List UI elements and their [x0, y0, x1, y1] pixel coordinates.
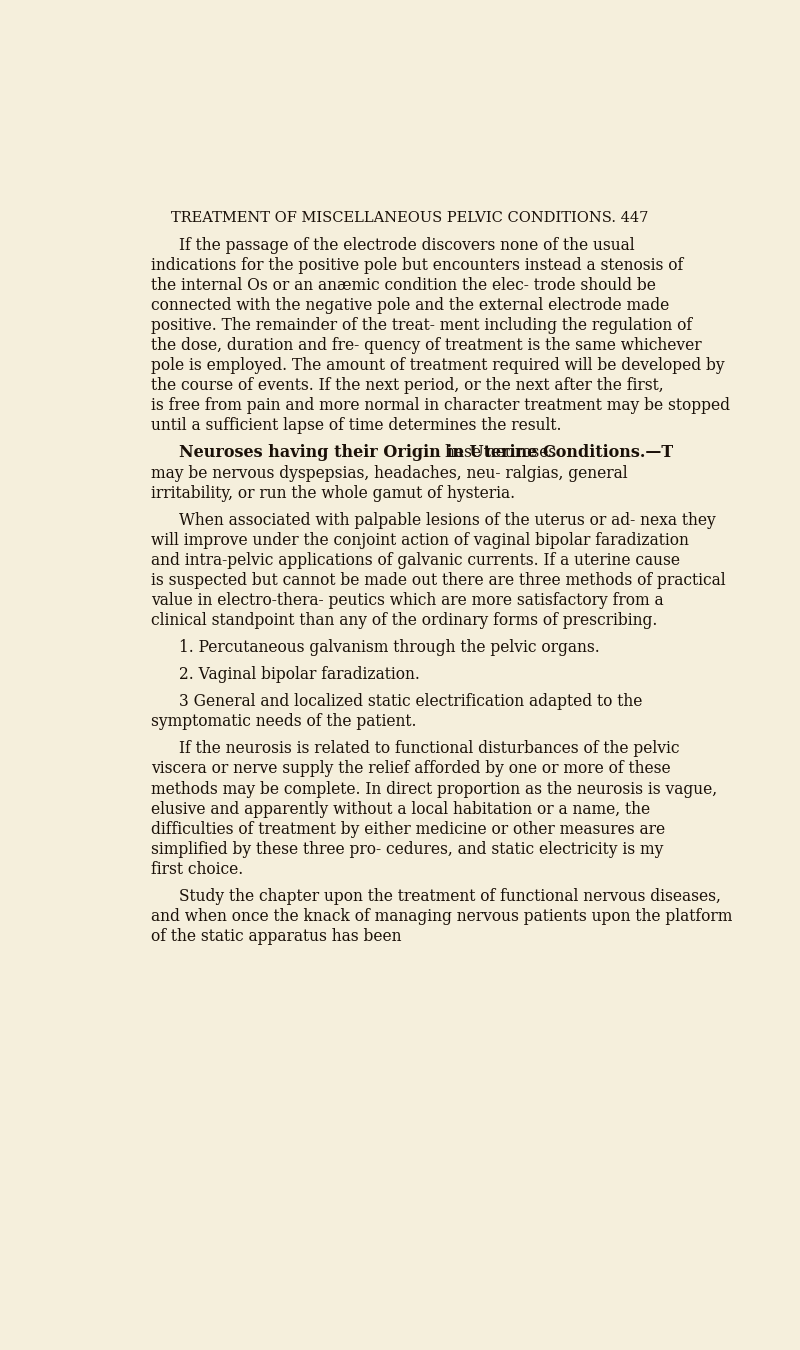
Text: the course of events. If the next period, or the next after the first,: the course of events. If the next period… — [151, 377, 663, 394]
Text: the internal Os or an anæmic condition the elec­ trode should be: the internal Os or an anæmic condition t… — [151, 277, 656, 294]
Text: simplified by these three pro­ cedures, and static electricity is my: simplified by these three pro­ cedures, … — [151, 841, 663, 857]
Text: Neuroses having their Origin in Uterine Conditions.—T: Neuroses having their Origin in Uterine … — [178, 444, 673, 462]
Text: the dose, duration and fre­ quency of treatment is the same whichever: the dose, duration and fre­ quency of tr… — [151, 338, 702, 354]
Text: clinical standpoint than any of the ordinary forms of prescribing.: clinical standpoint than any of the ordi… — [151, 612, 658, 629]
Text: If the neurosis is related to functional disturbances of the pelvic: If the neurosis is related to functional… — [178, 740, 679, 757]
Text: viscera or nerve supply the relief afforded by one or more of these: viscera or nerve supply the relief affor… — [151, 760, 670, 778]
Text: first choice.: first choice. — [151, 861, 243, 878]
Text: is suspected but cannot be made out there are three methods of practical: is suspected but cannot be made out ther… — [151, 572, 726, 589]
Text: connected with the negative pole and the external electrode made: connected with the negative pole and the… — [151, 297, 669, 315]
Text: is free from pain and more normal in character treatment may be stopped: is free from pain and more normal in cha… — [151, 397, 730, 414]
Text: 1. Percutaneous galvanism through the pelvic organs.: 1. Percutaneous galvanism through the pe… — [178, 639, 599, 656]
Text: and when once the knack of managing nervous patients upon the platform: and when once the knack of managing nerv… — [151, 909, 732, 925]
Text: hese neuroses: hese neuroses — [446, 444, 557, 462]
Text: pole is employed. The amount of treatment required will be developed by: pole is employed. The amount of treatmen… — [151, 358, 725, 374]
Text: until a sufficient lapse of time determines the result.: until a sufficient lapse of time determi… — [151, 417, 562, 435]
Text: When associated with palpable lesions of the uterus or ad­ nexa they: When associated with palpable lesions of… — [178, 512, 715, 529]
Text: indications for the positive pole but encounters instead a stenosis of: indications for the positive pole but en… — [151, 256, 683, 274]
Text: Study the chapter upon the treatment of functional nervous diseases,: Study the chapter upon the treatment of … — [178, 888, 721, 905]
Text: positive. The remainder of the treat­ ment including the regulation of: positive. The remainder of the treat­ me… — [151, 317, 692, 333]
Text: If the passage of the electrode discovers none of the usual: If the passage of the electrode discover… — [178, 236, 634, 254]
Text: methods may be complete. In direct proportion as the neurosis is vague,: methods may be complete. In direct propo… — [151, 780, 717, 798]
Text: difficulties of treatment by either medicine or other measures are: difficulties of treatment by either medi… — [151, 821, 665, 837]
Text: 2. Vaginal bipolar faradization.: 2. Vaginal bipolar faradization. — [178, 666, 420, 683]
Text: and intra-pelvic applications of galvanic currents. If a uterine cause: and intra-pelvic applications of galvani… — [151, 552, 680, 568]
Text: value in electro-thera­ peutics which are more satisfactory from a: value in electro-thera­ peutics which ar… — [151, 591, 663, 609]
Text: may be nervous dyspepsias, headaches, neu­ ralgias, general: may be nervous dyspepsias, headaches, ne… — [151, 464, 627, 482]
Text: irritability, or run the whole gamut of hysteria.: irritability, or run the whole gamut of … — [151, 485, 515, 502]
Text: TREATMENT OF MISCELLANEOUS PELVIC CONDITIONS. 447: TREATMENT OF MISCELLANEOUS PELVIC CONDIT… — [171, 211, 649, 225]
Text: of the static apparatus has been: of the static apparatus has been — [151, 927, 402, 945]
Text: symptomatic needs of the patient.: symptomatic needs of the patient. — [151, 713, 416, 730]
Text: will improve under the conjoint action of vaginal bipolar faradization: will improve under the conjoint action o… — [151, 532, 689, 548]
Text: 3 General and localized static electrification adapted to the: 3 General and localized static electrifi… — [178, 694, 642, 710]
Text: elusive and apparently without a local habitation or a name, the: elusive and apparently without a local h… — [151, 801, 650, 818]
